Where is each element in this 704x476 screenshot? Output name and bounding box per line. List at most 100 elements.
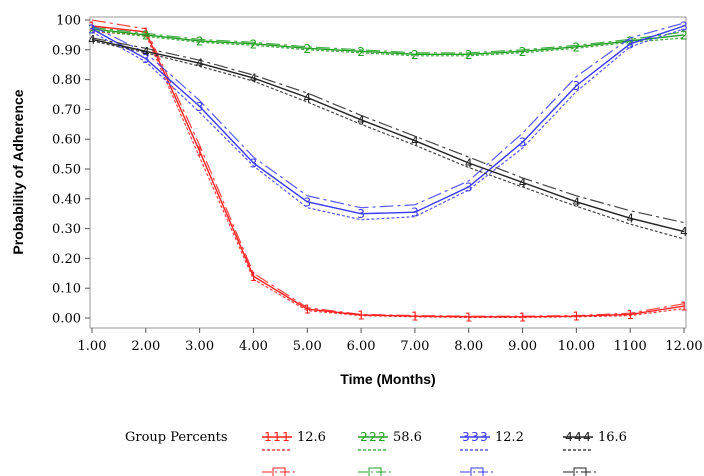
x-tick-label: 7.00 [400, 339, 429, 354]
series-upper-line [91, 37, 685, 224]
legend-marker: 1 [282, 430, 290, 444]
y-tick-label: 0.60 [52, 133, 81, 148]
y-tick-label: 0.30 [52, 222, 81, 237]
data-point-label: 1 [465, 310, 473, 324]
data-point-label: 3 [88, 22, 96, 36]
data-point-label: 4 [196, 57, 204, 71]
legend-label: 12.2 [495, 430, 524, 445]
data-point-label: 3 [196, 100, 204, 114]
data-point-label: 1 [196, 145, 204, 159]
x-axis-title: Time (Months) [340, 371, 435, 387]
x-tick-label: 8.00 [454, 339, 483, 354]
legend-marker: 2 [378, 430, 386, 444]
legend-entry-2: 2 2 2 58.6 [358, 430, 422, 476]
data-point-label: 4 [250, 72, 258, 86]
data-point-label: 2 [465, 48, 473, 62]
data-point-label: 3 [680, 19, 688, 33]
x-tick-label: 1100 [614, 339, 647, 354]
data-point-label: 3 [519, 136, 527, 150]
data-point-label: 2 [357, 45, 365, 59]
data-point-label: 1 [250, 270, 258, 284]
legend-marker: 4 [565, 430, 573, 444]
series-line [91, 25, 685, 215]
plot-frame [89, 16, 687, 329]
y-tick-label: 0.80 [52, 73, 81, 88]
series-upper-line [91, 26, 685, 54]
y-tick-label: 0.20 [52, 252, 81, 267]
legend-entry-3: 3 3 3 12.2 [460, 430, 524, 476]
x-tick-label: 10.00 [558, 339, 595, 354]
y-tick-label: 100 [56, 14, 81, 29]
data-point-label: 3 [626, 37, 634, 51]
legend-marker: 2 [369, 430, 377, 444]
data-point-label: 2 [626, 34, 634, 48]
data-point-label: 2 [519, 45, 527, 59]
legend-marker: 1 [264, 430, 272, 444]
data-point-label: 2 [303, 42, 311, 56]
data-point-label: 3 [250, 157, 258, 171]
legend-title: Group Percents [125, 430, 228, 445]
y-axis-ticks: 0.00 0.10 0.20 0.30 0.40 0.50 0.60 0.70 0.80 0.90… [52, 14, 90, 327]
series-4: 4 4 4 4 4 4 4 4 4 4 4 4 [88, 33, 688, 240]
legend-row2-marker [563, 467, 599, 476]
data-point-label: 1 [142, 25, 150, 39]
data-point-label: 4 [88, 33, 96, 47]
y-axis-title: Probability of Adherence [10, 89, 26, 254]
series-lower-line [91, 29, 685, 57]
data-point-label: 2 [142, 28, 150, 42]
data-point-label: 2 [411, 48, 419, 62]
x-tick-label: 4.00 [239, 339, 268, 354]
series-upper-line [91, 19, 685, 317]
legend-row2-box [368, 467, 382, 476]
legend-row2-marker [460, 467, 496, 476]
data-point-label: 2 [680, 28, 688, 42]
legend-row2-marker [262, 467, 298, 476]
legend: Group Percents 1 1 1 12.6 2 2 2 58.6 3 3 3 12.2 4 4 4 1… [125, 430, 627, 476]
data-point-label: 3 [411, 206, 419, 220]
data-point-label: 2 [196, 34, 204, 48]
legend-entry-1: 1 1 1 12.6 [262, 430, 326, 476]
data-point-label: 1 [411, 310, 419, 324]
legend-label: 12.6 [297, 430, 326, 445]
x-tick-label: 5.00 [293, 339, 322, 354]
x-tick-label: 6.00 [347, 339, 376, 354]
data-point-label: 4 [626, 212, 634, 226]
series-line [91, 25, 685, 318]
legend-marker: 3 [462, 430, 470, 444]
data-point-label: 4 [465, 157, 473, 171]
legend-marker: 2 [360, 430, 368, 444]
legend-label: 58.6 [393, 430, 422, 445]
data-point-label: 4 [303, 91, 311, 105]
data-point-label: 3 [573, 79, 581, 93]
legend-entry-4: 4 4 4 16.6 [563, 430, 627, 476]
x-tick-label: 3.00 [185, 339, 214, 354]
data-point-label: 4 [519, 176, 527, 190]
data-point-label: 3 [303, 195, 311, 209]
legend-marker: 4 [574, 430, 582, 444]
series-line [91, 28, 685, 55]
data-point-label: 1 [519, 310, 527, 324]
data-point-label: 1 [303, 303, 311, 317]
series-3: 3 3 3 3 3 3 3 3 3 3 3 3 [88, 19, 688, 221]
y-tick-label: 0.70 [52, 103, 81, 118]
legend-marker: 4 [583, 430, 591, 444]
data-point-label: 4 [680, 225, 688, 239]
series-line [91, 38, 685, 233]
x-axis-ticks: 1.00 2.00 3.00 4.00 5.00 6.00 7.00 8.00 9.00 10.0… [78, 328, 703, 354]
data-point-label: 3 [465, 180, 473, 194]
data-point-label: 1 [680, 300, 688, 314]
data-point-label: 4 [411, 134, 419, 148]
x-tick-label: 9.00 [508, 339, 537, 354]
y-tick-label: 0.10 [52, 282, 81, 297]
series-lower-line [91, 28, 685, 221]
y-tick-label: 0.40 [52, 192, 81, 207]
y-tick-label: 0.90 [52, 43, 81, 58]
y-tick-label: 0.00 [52, 312, 81, 327]
legend-row2-box [272, 467, 286, 476]
series-lower-line [91, 31, 685, 318]
data-point-label: 4 [573, 195, 581, 209]
